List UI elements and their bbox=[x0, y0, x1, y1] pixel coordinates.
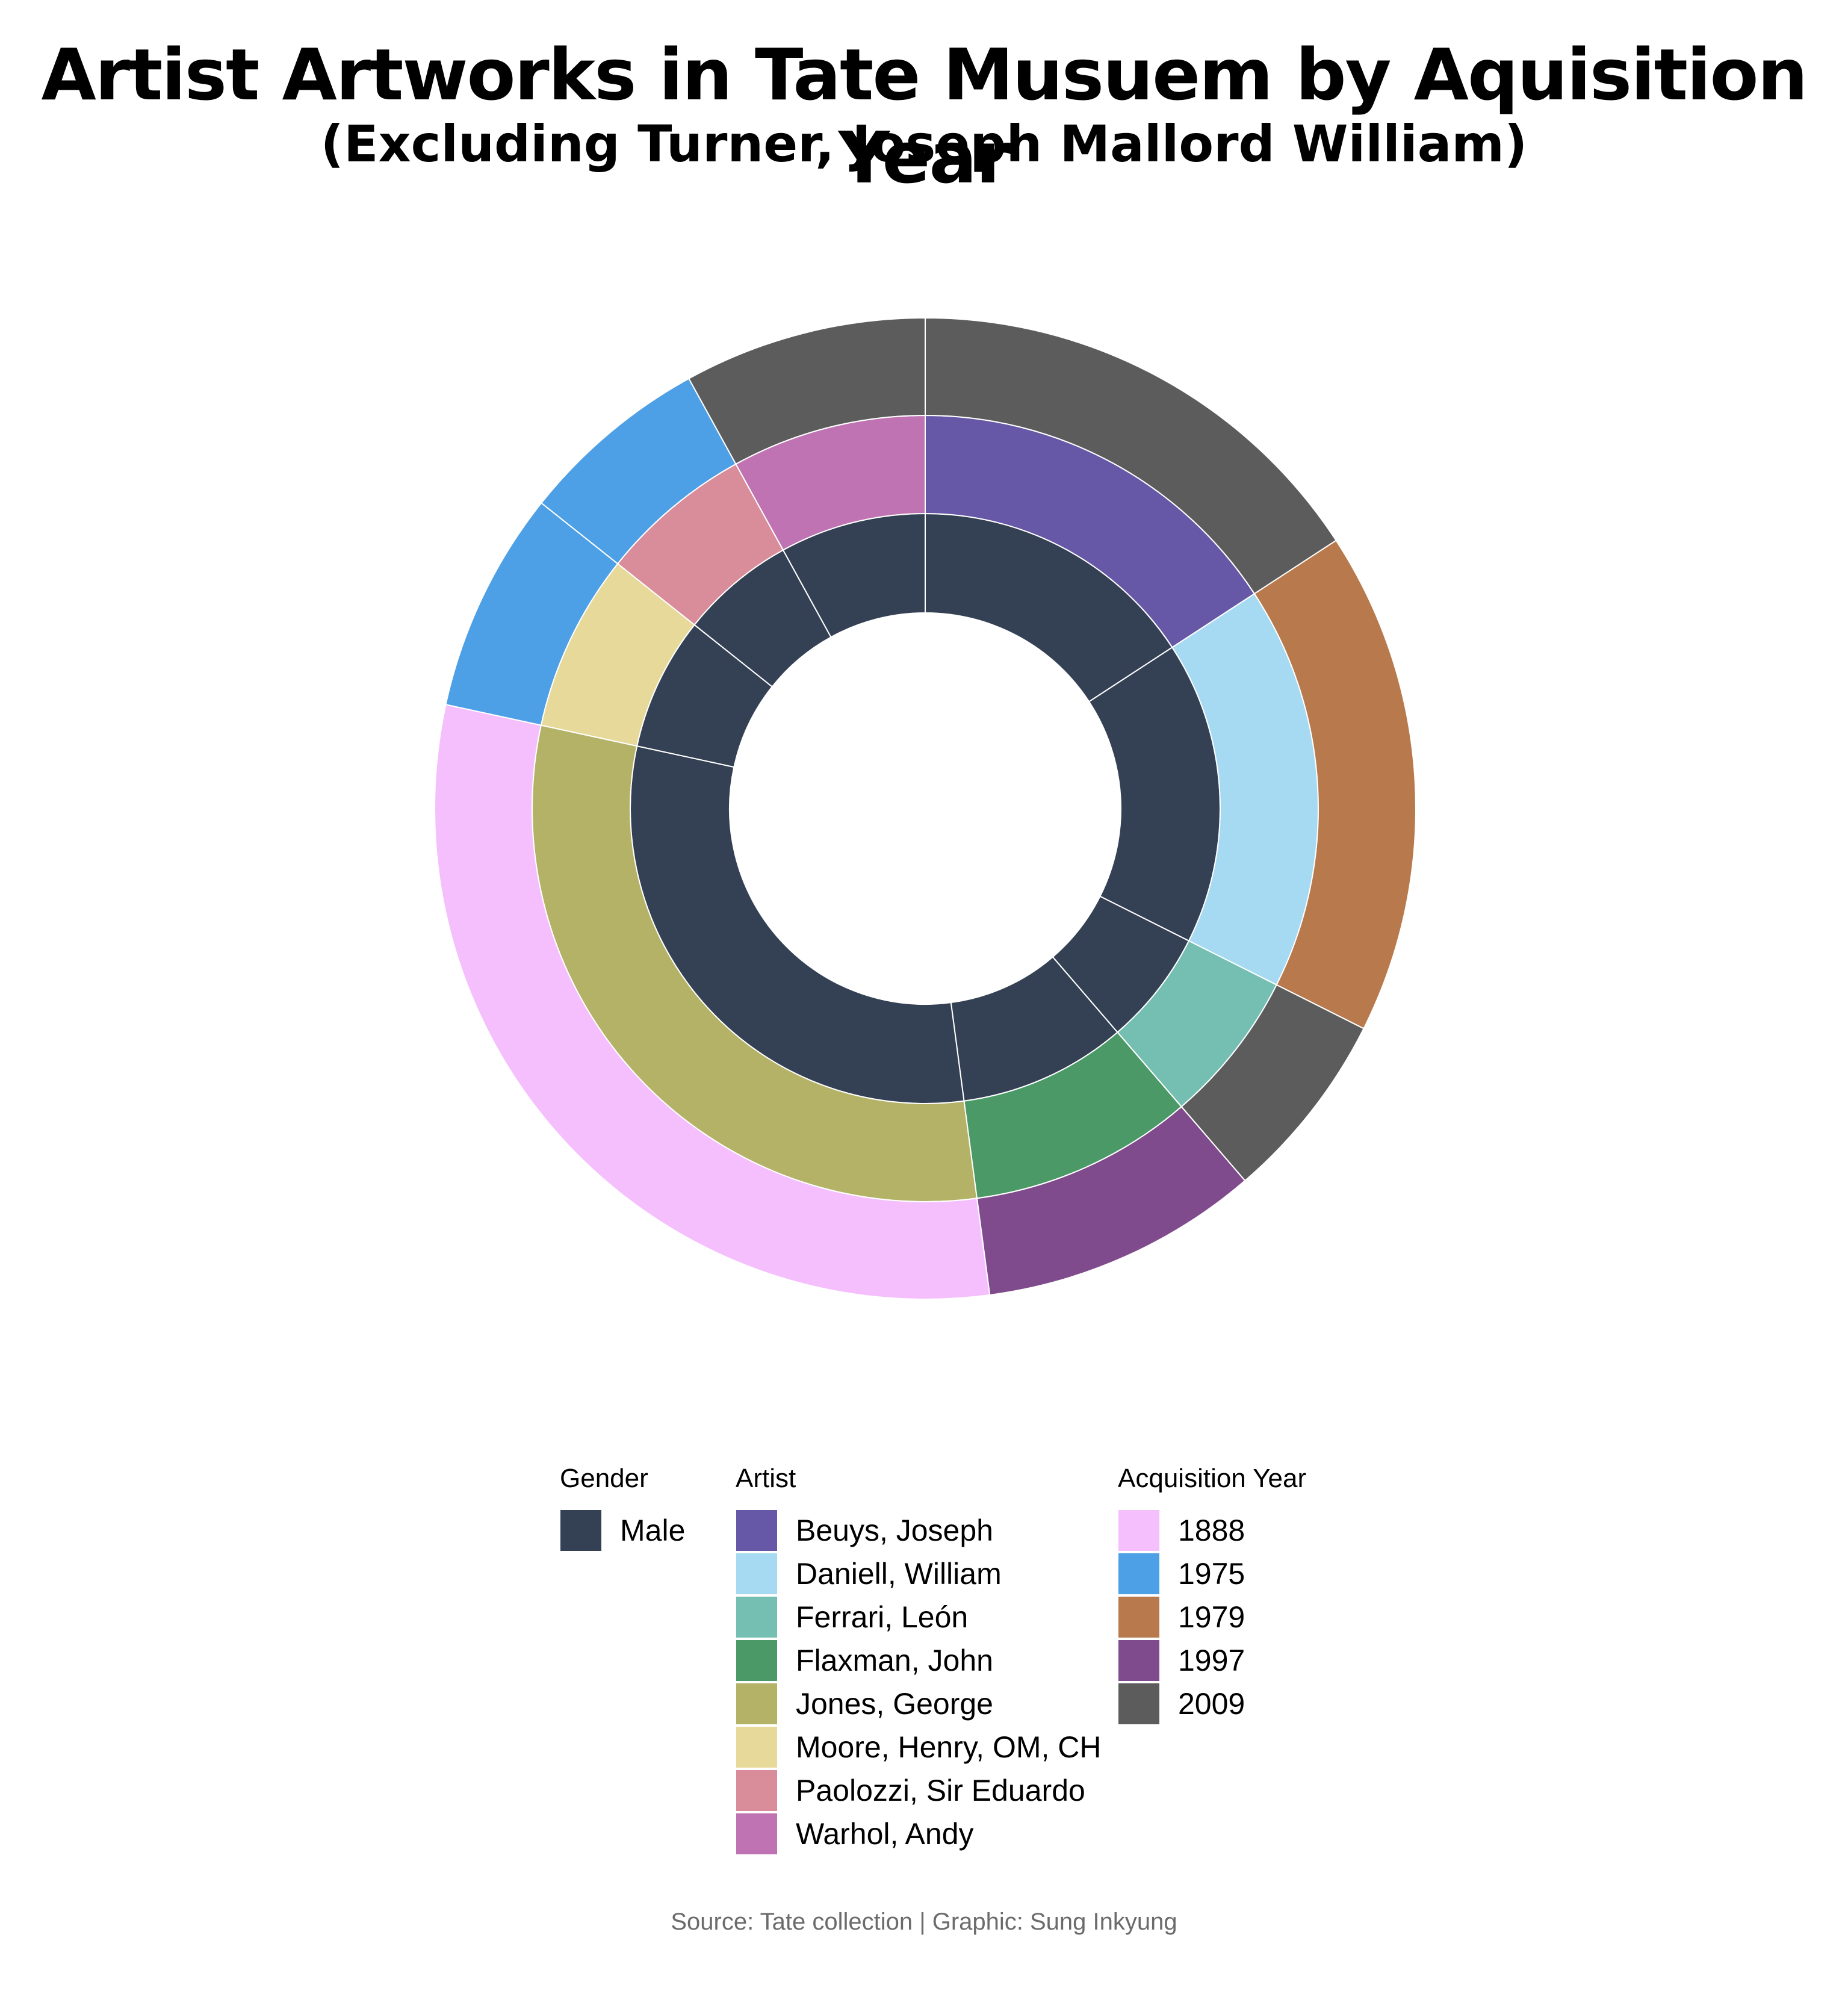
legend-item-2009: 2009 bbox=[1118, 1682, 1306, 1725]
legend-label: Paolozzi, Sir Eduardo bbox=[796, 1774, 1085, 1807]
legend-swatch bbox=[736, 1813, 778, 1855]
legend-label: Ferrari, León bbox=[796, 1600, 969, 1634]
chart-title: Artist Artworks in Tate Musuem by Aquisi… bbox=[41, 33, 1808, 199]
legend-swatch bbox=[736, 1509, 778, 1551]
year-arc-jones-george bbox=[434, 704, 991, 1300]
legend-gender: Gender Male bbox=[560, 1463, 685, 1552]
legend-item-beuys-joseph: Beuys, Joseph bbox=[736, 1509, 1102, 1552]
legend-swatch bbox=[736, 1769, 778, 1812]
legend-label: Beuys, Joseph bbox=[796, 1514, 993, 1547]
legend-item-daniell-william: Daniell, William bbox=[736, 1552, 1102, 1595]
legend-label: Daniell, William bbox=[796, 1557, 1002, 1591]
legend-label: 1997 bbox=[1178, 1644, 1245, 1677]
sunburst-chart bbox=[434, 317, 1416, 1300]
legend-item-jones-george: Jones, George bbox=[736, 1682, 1102, 1725]
legend-label: 1979 bbox=[1178, 1600, 1245, 1634]
legend-swatch bbox=[736, 1683, 778, 1725]
chart-caption: Source: Tate collection | Graphic: Sung … bbox=[671, 1909, 1177, 1935]
legend-item-ferrari-le-n: Ferrari, León bbox=[736, 1595, 1102, 1639]
legend-label: Warhol, Andy bbox=[796, 1817, 974, 1851]
legend-label: 2009 bbox=[1178, 1687, 1245, 1721]
legend-label: Flaxman, John bbox=[796, 1644, 993, 1677]
chart-subtitle: (Excluding Turner, Joseph Mallord Willia… bbox=[320, 114, 1528, 173]
legend-swatch bbox=[1118, 1596, 1160, 1638]
legend-artist: Artist Beuys, Joseph Daniell, William Ferr… bbox=[736, 1463, 1102, 1856]
legend-swatch bbox=[736, 1639, 778, 1682]
legend-item-1979: 1979 bbox=[1118, 1595, 1306, 1639]
legend-swatch bbox=[1118, 1639, 1160, 1682]
legend-year: Acquisition Year 1888 1975 1979 1997 2009 bbox=[1118, 1463, 1306, 1725]
legend-label: Moore, Henry, OM, CH bbox=[796, 1730, 1102, 1764]
legend-label: Male bbox=[620, 1514, 686, 1547]
legend-item-1975: 1975 bbox=[1118, 1552, 1306, 1595]
legend-item-1888: 1888 bbox=[1118, 1509, 1306, 1552]
legend-label: Jones, George bbox=[796, 1687, 993, 1721]
legend-gender-title: Gender bbox=[560, 1464, 648, 1493]
legend-item-male: Male bbox=[560, 1509, 685, 1552]
legend-year-title: Acquisition Year bbox=[1118, 1464, 1307, 1493]
legend-item-paolozzi-sir-eduardo: Paolozzi, Sir Eduardo bbox=[736, 1769, 1102, 1812]
legend-swatch bbox=[736, 1596, 778, 1638]
year-arc-warhol-andy bbox=[688, 317, 926, 465]
legend-label: 1975 bbox=[1178, 1557, 1245, 1591]
legend-swatch bbox=[1118, 1683, 1160, 1725]
legend-item-moore-henry-om-ch: Moore, Henry, OM, CH bbox=[736, 1725, 1102, 1769]
legend-swatch bbox=[1118, 1509, 1160, 1551]
legend-swatch bbox=[560, 1509, 602, 1551]
legend-artist-title: Artist bbox=[736, 1464, 796, 1493]
legend-item-1997: 1997 bbox=[1118, 1639, 1306, 1682]
legend-swatch bbox=[736, 1726, 778, 1768]
legend-item-warhol-andy: Warhol, Andy bbox=[736, 1812, 1102, 1856]
legend-swatch bbox=[736, 1553, 778, 1595]
legend-label: 1888 bbox=[1178, 1514, 1245, 1547]
legend-swatch bbox=[1118, 1553, 1160, 1595]
legend-item-flaxman-john: Flaxman, John bbox=[736, 1639, 1102, 1682]
